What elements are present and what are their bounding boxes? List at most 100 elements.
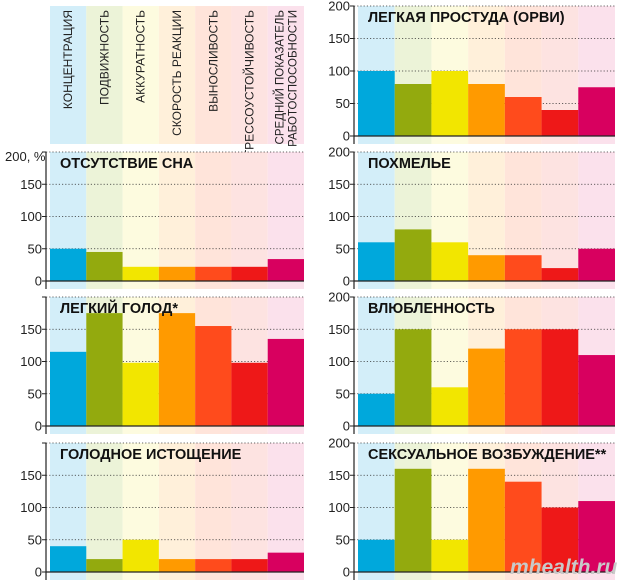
- metric-label: ПОДВИЖНОСТЬ: [97, 10, 111, 105]
- y-tick-label: 0: [343, 419, 350, 434]
- bar: [431, 71, 469, 136]
- tint-band: [86, 6, 123, 144]
- y-tick-label: 100: [328, 64, 350, 79]
- y-tick-label: 150: [20, 322, 42, 337]
- bar: [358, 242, 395, 281]
- y-tick-label: 200: [328, 0, 350, 14]
- bar: [431, 387, 469, 426]
- panel-title: СЕКСУАЛЬНОЕ ВОЗБУЖДЕНИЕ**: [368, 447, 607, 463]
- panel-title: ПОХМЕЛЬЕ: [368, 156, 451, 172]
- tint-band: [195, 152, 232, 289]
- tint-band: [50, 6, 87, 144]
- y-tick-label: 100: [20, 209, 42, 224]
- bar: [50, 248, 87, 281]
- y-tick-label: 50: [28, 241, 42, 256]
- bar: [394, 84, 432, 136]
- watermark-text: mhealth.ru: [510, 556, 618, 579]
- bar: [231, 559, 268, 572]
- y-tick-label: 0: [343, 129, 350, 144]
- bar: [468, 468, 505, 572]
- tint-band: [195, 6, 232, 144]
- bar: [468, 255, 505, 281]
- bar: [50, 351, 87, 426]
- bar: [578, 248, 615, 281]
- y-tick-label: 100: [20, 354, 42, 369]
- bar: [86, 559, 123, 572]
- y-tick-label: 150: [328, 177, 350, 192]
- bar-chart-panel: 0 50 100 150 ОТСУТСТВИЕ СНА: [20, 151, 304, 289]
- tint-band: [267, 6, 304, 144]
- y-tick-label: 0: [35, 565, 42, 580]
- bar: [358, 539, 395, 572]
- bar: [431, 539, 469, 572]
- bar: [541, 268, 579, 281]
- bar-chart-panel: 0 50 100 150 ГОЛОДНОЕ ИСТОЩЕНИЕ: [20, 442, 304, 580]
- bar: [358, 71, 395, 136]
- bar: [267, 259, 304, 281]
- y-tick-label: 150: [328, 322, 350, 337]
- bar: [541, 110, 579, 136]
- bar: [195, 559, 232, 572]
- bar: [431, 242, 469, 281]
- bar: [158, 313, 196, 426]
- bar-chart-panel: 0 50 100 150 200 ПОХМЕЛЬЕ: [328, 145, 615, 289]
- tint-band: [86, 443, 123, 580]
- y-tick-label: 50: [336, 386, 350, 401]
- tint-band: [231, 152, 268, 289]
- metric-label: РАБОТОСПОСОБНОСТИ: [287, 10, 299, 147]
- y-tick-label: 50: [336, 241, 350, 256]
- y-tick-label: 150: [20, 468, 42, 483]
- bar: [504, 329, 542, 426]
- bar: [578, 501, 615, 572]
- bar: [541, 507, 579, 572]
- tint-band: [158, 152, 196, 289]
- bar: [231, 266, 268, 281]
- metric-label: СРЕДНИЙ ПОКАЗАТЕЛЬ: [273, 10, 286, 144]
- metric-label: АККУРАТНОСТЬ: [134, 10, 148, 103]
- y-tick-label: 0: [343, 565, 350, 580]
- y-tick-label: 0: [35, 419, 42, 434]
- bar: [195, 326, 232, 426]
- bar: [50, 546, 87, 572]
- tint-band: [231, 6, 268, 144]
- panel-title: ЛЕГКИЙ ГОЛОД*: [60, 299, 178, 317]
- bar: [394, 329, 432, 426]
- y-tick-label: 150: [328, 468, 350, 483]
- metric-label: ВЫНОСЛИВОСТЬ: [206, 10, 220, 112]
- panel-title: ВЛЮБЛЕННОСТЬ: [368, 301, 495, 317]
- y-tick-label: 50: [336, 532, 350, 547]
- y-tick-label: 50: [28, 386, 42, 401]
- y-tick-label: 100: [20, 500, 42, 515]
- bar: [158, 266, 196, 281]
- y-tick-label: 100: [328, 500, 350, 515]
- bar: [231, 362, 268, 426]
- bar: [86, 251, 123, 281]
- bar: [86, 313, 123, 426]
- bar: [267, 552, 304, 572]
- bar: [394, 468, 432, 572]
- bar: [122, 266, 159, 281]
- bar-chart-panel: 0 50 100 150 200 СЕКСУАЛЬНОЕ ВОЗБУЖДЕНИЕ**: [328, 436, 615, 580]
- metric-label: СТРЕССОУСТОЙЧИВОСТЬ: [242, 10, 257, 166]
- y-tick-label: 200: [328, 290, 350, 305]
- tint-band: [195, 443, 232, 580]
- bar: [504, 97, 542, 136]
- y-tick-label: 150: [20, 177, 42, 192]
- metric-legend-panel: КОНЦЕНТРАЦИЯ ПОДВИЖНОСТЬ АККУРАТНОСТЬ СКОРО…: [50, 6, 304, 165]
- metric-label: КОНЦЕНТРАЦИЯ: [61, 10, 75, 109]
- bar: [541, 329, 579, 426]
- y-tick-label: 50: [336, 96, 350, 111]
- panel-title: ЛЕГКАЯ ПРОСТУДА (ОРВИ): [368, 10, 565, 26]
- tint-band: [541, 152, 579, 289]
- tint-band: [122, 6, 159, 144]
- bar: [267, 338, 304, 426]
- bar: [122, 362, 159, 426]
- y-tick-label: 100: [328, 354, 350, 369]
- bar: [468, 348, 505, 426]
- panel-title: ОТСУТСТВИЕ СНА: [60, 156, 194, 172]
- bar: [468, 84, 505, 136]
- tint-band: [122, 152, 159, 289]
- bar: [394, 229, 432, 281]
- tint-band: [158, 443, 196, 580]
